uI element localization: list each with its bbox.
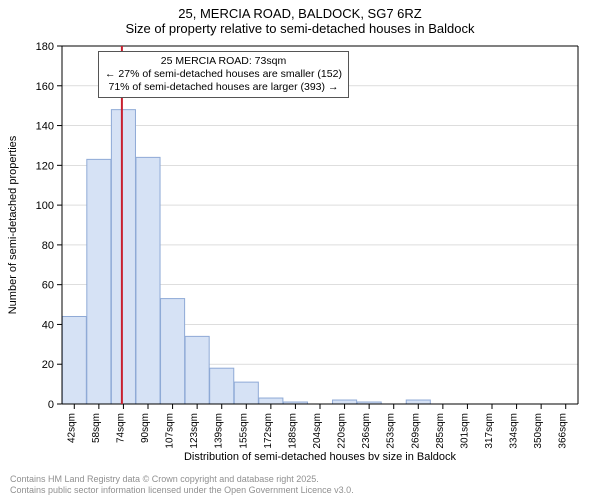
svg-text:42sqm: 42sqm [66, 413, 77, 443]
chart-area: 0 20 40 60 80 100 120 140 160 180 42sqm 58sqm 74sqm 9… [0, 40, 600, 460]
svg-text:58sqm: 58sqm [91, 413, 102, 443]
footer-line-2: Contains public sector information licen… [10, 485, 354, 496]
svg-text:253sqm: 253sqm [386, 413, 397, 449]
svg-text:172sqm: 172sqm [263, 413, 274, 449]
histogram-svg: 0 20 40 60 80 100 120 140 160 180 42sqm 58sqm 74sqm 9… [0, 40, 600, 460]
svg-text:139sqm: 139sqm [214, 413, 225, 449]
title-line-1: 25, MERCIA ROAD, BALDOCK, SG7 6RZ [0, 6, 600, 21]
title-line-2: Size of property relative to semi-detach… [0, 21, 600, 36]
svg-text:40: 40 [42, 319, 54, 331]
svg-text:Distribution of semi-detached: Distribution of semi-detached houses by … [184, 451, 457, 460]
info-box-line-3: 71% of semi-detached houses are larger (… [105, 81, 342, 94]
svg-text:220sqm: 220sqm [337, 413, 348, 449]
svg-text:140: 140 [36, 121, 54, 133]
svg-text:334sqm: 334sqm [509, 413, 520, 449]
footer-line-1: Contains HM Land Registry data © Crown c… [10, 474, 354, 485]
svg-text:107sqm: 107sqm [165, 413, 176, 449]
svg-text:90sqm: 90sqm [140, 413, 151, 443]
svg-text:74sqm: 74sqm [115, 413, 126, 443]
info-box-line-1: 25 MERCIA ROAD: 73sqm [105, 55, 342, 68]
svg-text:269sqm: 269sqm [410, 413, 421, 449]
svg-text:0: 0 [48, 399, 54, 411]
svg-text:160: 160 [36, 81, 54, 93]
svg-text:123sqm: 123sqm [189, 413, 200, 449]
svg-text:20: 20 [42, 359, 54, 371]
chart-title-block: 25, MERCIA ROAD, BALDOCK, SG7 6RZ Size o… [0, 0, 600, 36]
svg-text:350sqm: 350sqm [533, 413, 544, 449]
svg-text:80: 80 [42, 240, 54, 252]
property-info-box: 25 MERCIA ROAD: 73sqm ← 27% of semi-deta… [98, 51, 349, 98]
svg-text:285sqm: 285sqm [435, 413, 446, 449]
svg-text:100: 100 [36, 200, 54, 212]
svg-text:188sqm: 188sqm [287, 413, 298, 449]
svg-text:60: 60 [42, 280, 54, 292]
svg-text:366sqm: 366sqm [558, 413, 569, 449]
svg-text:120: 120 [36, 160, 54, 172]
svg-text:236sqm: 236sqm [361, 413, 372, 449]
svg-text:180: 180 [36, 41, 54, 53]
svg-text:Number of semi-detached proper: Number of semi-detached properties [7, 135, 19, 314]
info-box-line-2: ← 27% of semi-detached houses are smalle… [105, 68, 342, 81]
svg-text:155sqm: 155sqm [238, 413, 249, 449]
attribution-footer: Contains HM Land Registry data © Crown c… [10, 474, 354, 496]
svg-text:317sqm: 317sqm [484, 413, 495, 449]
svg-text:301sqm: 301sqm [459, 413, 470, 449]
svg-text:204sqm: 204sqm [312, 413, 323, 449]
